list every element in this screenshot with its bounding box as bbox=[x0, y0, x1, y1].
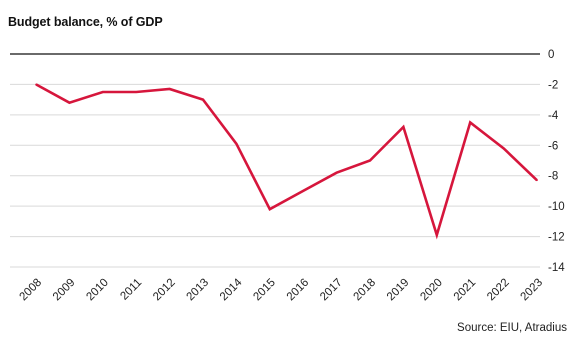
x-tick-label: 2012 bbox=[151, 277, 178, 304]
data-point bbox=[68, 101, 71, 104]
y-tick-label: -2 bbox=[548, 79, 558, 91]
y-tick-label: -12 bbox=[548, 232, 565, 244]
x-tick-label: 2011 bbox=[118, 277, 144, 303]
x-tick-label: 2018 bbox=[352, 277, 379, 304]
y-tick-label: -4 bbox=[548, 110, 559, 122]
series-lines bbox=[35, 83, 538, 240]
data-point bbox=[135, 91, 137, 93]
data-point bbox=[269, 208, 271, 210]
x-tick-label: 2016 bbox=[285, 277, 312, 304]
data-point bbox=[302, 190, 305, 192]
x-tick-label: 2023 bbox=[519, 277, 546, 304]
y-tick-label: -6 bbox=[548, 140, 558, 152]
data-point bbox=[235, 142, 238, 145]
y-axis-ticks: 0 -2 -4 -6 -8 -10 -12 -14 bbox=[548, 49, 565, 274]
y-tick-label: -14 bbox=[548, 262, 565, 274]
data-point bbox=[469, 121, 472, 124]
data-point bbox=[35, 83, 37, 86]
data-point bbox=[536, 179, 538, 182]
x-tick-label: 2009 bbox=[51, 277, 78, 304]
data-point bbox=[102, 91, 104, 93]
x-tick-label: 2022 bbox=[485, 277, 512, 304]
x-tick-label: 2020 bbox=[418, 277, 445, 304]
x-axis-ticks: 2008 2009 2010 2011 2012 2013 2014 2015 2016 2017… bbox=[18, 276, 546, 303]
x-tick-label: 2014 bbox=[218, 276, 245, 303]
data-point bbox=[202, 98, 204, 101]
data-point bbox=[402, 126, 405, 128]
y-tick-label: -8 bbox=[548, 171, 558, 183]
gridlines bbox=[10, 53, 540, 268]
series-line bbox=[35, 83, 538, 240]
x-tick-label: 2013 bbox=[185, 277, 212, 304]
chart-title: Budget balance, % of GDP bbox=[8, 15, 163, 29]
x-tick-label: 2010 bbox=[84, 277, 111, 304]
x-tick-label: 2008 bbox=[18, 277, 45, 304]
y-tick-label: -10 bbox=[548, 201, 565, 213]
x-tick-label: 2021 bbox=[452, 277, 479, 304]
data-point bbox=[369, 159, 371, 162]
x-tick-label: 2019 bbox=[385, 277, 412, 304]
data-point bbox=[436, 234, 438, 236]
y-tick-label: 0 bbox=[548, 49, 554, 61]
data-point bbox=[502, 147, 505, 150]
source-note: Source: EIU, Atradius bbox=[457, 322, 567, 334]
data-point bbox=[168, 88, 171, 90]
x-tick-label: 2015 bbox=[251, 277, 278, 304]
x-tick-label: 2017 bbox=[318, 277, 345, 304]
data-point bbox=[335, 171, 338, 174]
